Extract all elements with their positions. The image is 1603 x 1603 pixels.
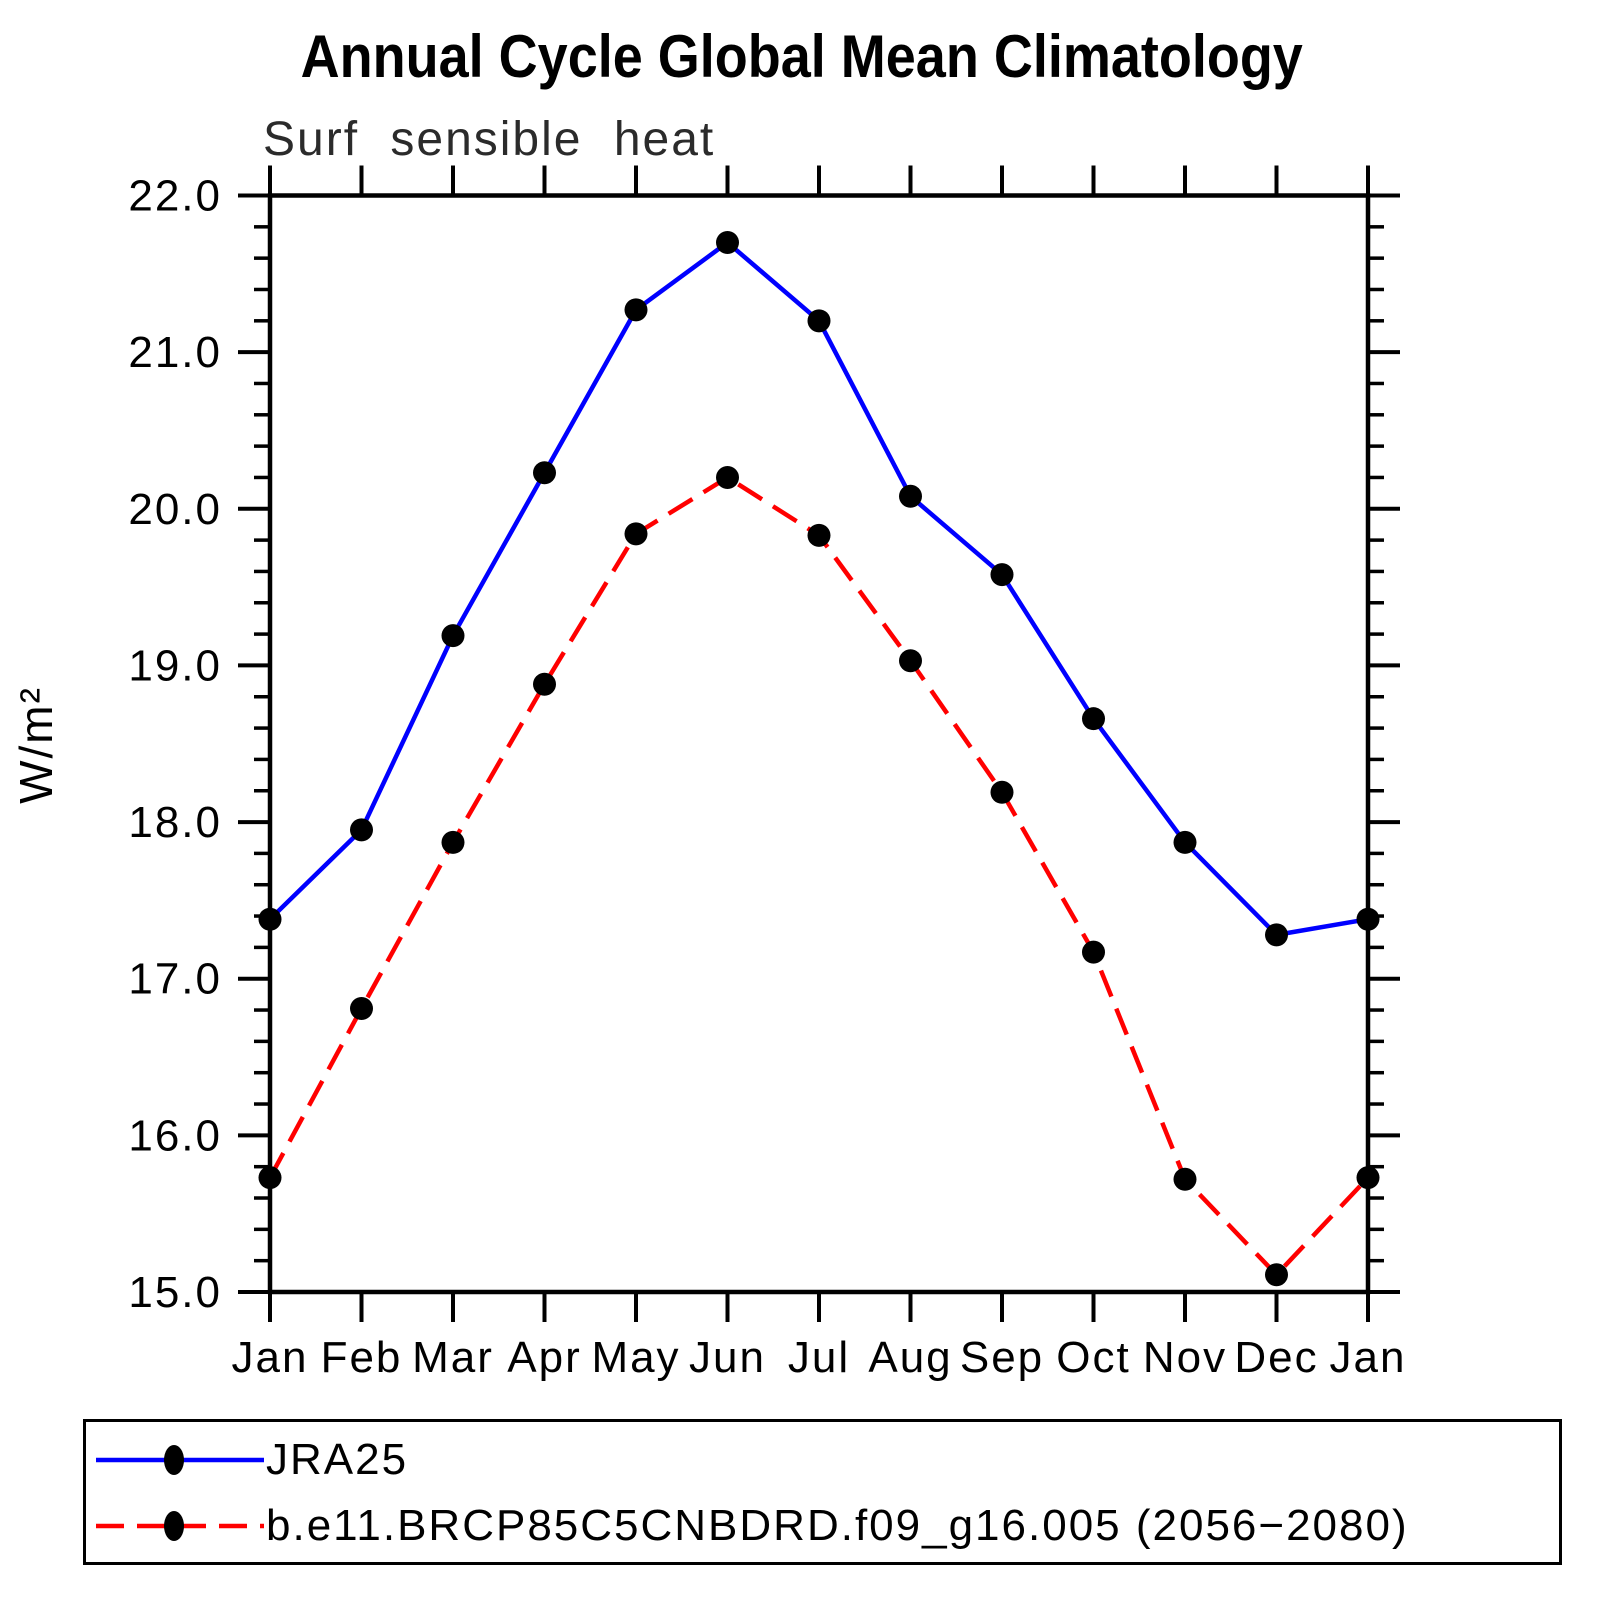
y-tick-label: 15.0 xyxy=(128,1268,222,1317)
y-tick-label: 18.0 xyxy=(128,798,222,847)
chart-title-text: Annual Cycle Global Mean Climatology xyxy=(300,23,1303,90)
y-tick-label: 19.0 xyxy=(128,641,222,690)
series-marker xyxy=(258,907,282,931)
x-tick-label: Dec xyxy=(1234,1333,1318,1382)
legend-marker-icon xyxy=(164,1445,184,1475)
legend-label: JRA25 xyxy=(266,1435,409,1484)
series-marker xyxy=(1356,1166,1380,1190)
y-tick-label: 16.0 xyxy=(128,1111,222,1160)
series-marker xyxy=(1265,1263,1288,1287)
series-marker xyxy=(1173,830,1197,854)
x-tick-label: Mar xyxy=(412,1333,494,1382)
series-marker xyxy=(350,818,373,842)
series-marker xyxy=(350,996,373,1020)
legend-marker-icon xyxy=(164,1511,184,1541)
x-tick-label: Feb xyxy=(321,1333,403,1382)
plot-frame xyxy=(267,193,1371,1295)
series-marker xyxy=(1082,707,1105,731)
series-marker xyxy=(533,672,556,696)
x-tick-label: May xyxy=(591,1333,680,1382)
x-tick-label: Oct xyxy=(1056,1333,1130,1382)
y-tick-label: 22.0 xyxy=(128,172,222,221)
series-marker xyxy=(258,1166,282,1190)
series-marker xyxy=(716,465,739,489)
series-line-model xyxy=(268,475,1370,1278)
legend-item-model: b.e11.BRCP85C5CNBDRD.f09_g16.005 (2056−2… xyxy=(94,1496,1409,1556)
chart-title: Annual Cycle Global Mean Climatology xyxy=(0,22,1603,91)
y-tick-label: 17.0 xyxy=(128,955,222,1004)
legend-box: JRA25 b.e11.BRCP85C5CNBDRD.f09_g16.005 (… xyxy=(83,1419,1562,1565)
series-marker xyxy=(807,309,831,333)
legend-sample-jra25 xyxy=(96,1445,264,1475)
y-tick-label: 20.0 xyxy=(128,485,222,534)
x-tick-label: Jan xyxy=(1330,1333,1407,1382)
series-marker xyxy=(990,563,1014,587)
x-tick-label: Jun xyxy=(689,1333,766,1382)
series-line-jra25 xyxy=(268,240,1369,938)
series-marker xyxy=(716,230,739,254)
series-marker xyxy=(533,461,556,485)
series-marker xyxy=(1356,907,1380,931)
chart-subtitle: Surf sensible heat xyxy=(263,113,716,166)
x-tick-label: Nov xyxy=(1143,1333,1227,1382)
series-marker xyxy=(441,830,465,854)
legend-sample-model xyxy=(96,1511,264,1541)
series-marker xyxy=(624,298,648,322)
series-marker xyxy=(1082,940,1105,964)
series-marker xyxy=(807,523,831,547)
series-marker xyxy=(624,522,648,546)
series-marker xyxy=(899,484,922,508)
legend-item-jra25: JRA25 xyxy=(94,1430,408,1490)
series-marker xyxy=(899,649,922,673)
x-tick-label: Aug xyxy=(868,1333,952,1382)
series-marker xyxy=(990,780,1014,804)
legend-label: b.e11.BRCP85C5CNBDRD.f09_g16.005 (2056−2… xyxy=(266,1501,1409,1550)
series-marker xyxy=(1265,923,1288,947)
x-tick-label: Apr xyxy=(507,1333,581,1382)
series-marker xyxy=(441,624,465,648)
y-tick-label: 21.0 xyxy=(128,328,222,377)
x-tick-label: Jul xyxy=(788,1333,850,1382)
series-marker xyxy=(1173,1167,1197,1191)
x-tick-label: Jan xyxy=(232,1333,309,1382)
y-axis-title: W/m² xyxy=(10,686,62,804)
x-tick-label: Sep xyxy=(960,1333,1044,1382)
